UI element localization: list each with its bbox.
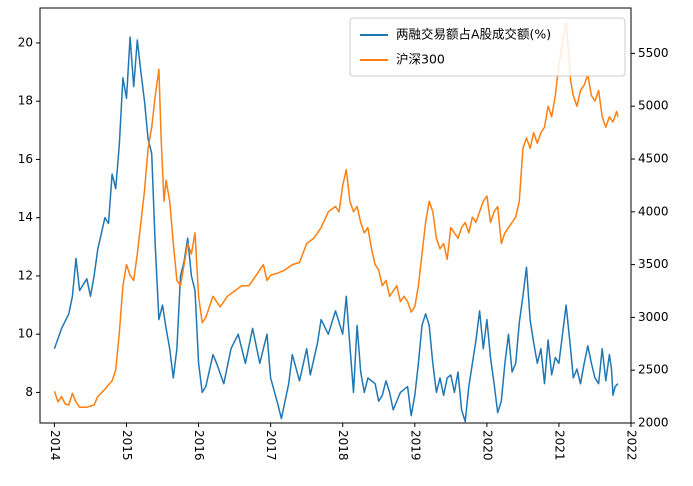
y-left-tick-label: 16 — [18, 152, 33, 166]
y-right-tick-label: 5500 — [638, 46, 669, 60]
y-right-tick-label: 4000 — [638, 204, 669, 218]
y-left-tick-label: 10 — [18, 327, 33, 341]
series-line-1 — [53, 36, 619, 423]
y-right-tick-label: 3500 — [638, 257, 669, 271]
y-right-tick-label: 2500 — [638, 363, 669, 377]
plot-frame — [39, 7, 632, 424]
y-left-tick-label: 14 — [18, 210, 33, 224]
y-left-tick-label: 20 — [18, 35, 33, 49]
y-left-tick-label: 12 — [18, 268, 33, 282]
series-line-2 — [53, 20, 619, 408]
y-right-tick-label: 3000 — [638, 310, 669, 324]
legend-box — [349, 17, 626, 77]
x-tick-label: 2018 — [336, 430, 350, 461]
y-axis-left: 8 10 12 14 16 18 20 — [18, 35, 40, 399]
series-layer — [53, 20, 619, 423]
y-right-tick-label: 5000 — [638, 99, 669, 113]
x-tick-label: 2020 — [480, 430, 494, 461]
y-right-tick-label: 2000 — [638, 416, 669, 430]
y-left-tick-label: 18 — [18, 94, 33, 108]
legend: 两融交易额占A股成交额(%) 沪深300 — [349, 17, 626, 77]
x-tick-label: 2015 — [120, 430, 134, 461]
x-tick-label: 2022 — [625, 430, 639, 461]
x-tick-label: 2014 — [48, 430, 62, 461]
y-axis-right: 2000 2500 3000 3500 4000 4500 5000 5500 — [631, 46, 669, 430]
x-axis: 2014 2015 2016 2017 2018 2019 2020 2021 2022 — [48, 423, 639, 461]
x-tick-label: 2021 — [552, 430, 566, 461]
plot-area — [39, 7, 632, 424]
x-tick-label: 2016 — [192, 430, 206, 461]
y-left-tick-label: 8 — [25, 385, 33, 399]
x-tick-label: 2017 — [264, 430, 278, 461]
x-tick-label: 2019 — [408, 430, 422, 461]
legend-label-2: 沪深300 — [396, 52, 445, 67]
y-right-tick-label: 4500 — [638, 152, 669, 166]
legend-items: 两融交易额占A股成交额(%) 沪深300 — [360, 27, 551, 67]
legend-label-1: 两融交易额占A股成交额(%) — [396, 27, 551, 42]
